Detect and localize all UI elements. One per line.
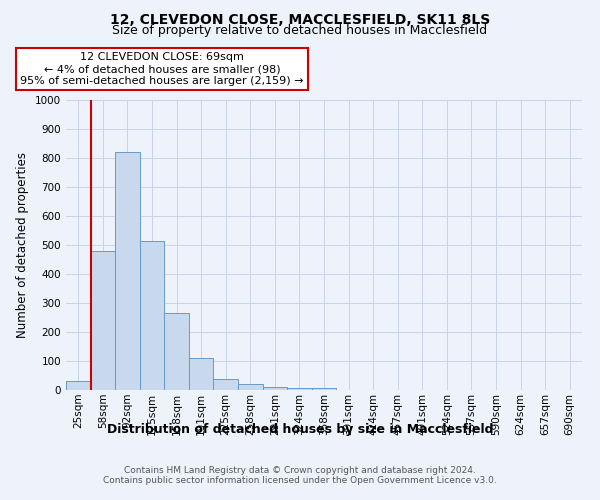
Bar bbox=[66, 382, 91, 390]
Y-axis label: Number of detached properties: Number of detached properties bbox=[16, 152, 29, 338]
Bar bbox=[263, 386, 287, 390]
Bar bbox=[189, 358, 214, 390]
Text: Size of property relative to detached houses in Macclesfield: Size of property relative to detached ho… bbox=[112, 24, 488, 37]
Text: Distribution of detached houses by size in Macclesfield: Distribution of detached houses by size … bbox=[107, 422, 493, 436]
Text: 12 CLEVEDON CLOSE: 69sqm
← 4% of detached houses are smaller (98)
95% of semi-de: 12 CLEVEDON CLOSE: 69sqm ← 4% of detache… bbox=[20, 52, 304, 86]
Bar bbox=[91, 251, 115, 390]
Text: Contains HM Land Registry data © Crown copyright and database right 2024.
Contai: Contains HM Land Registry data © Crown c… bbox=[103, 466, 497, 485]
Bar bbox=[287, 388, 312, 390]
Bar bbox=[164, 313, 189, 390]
Bar bbox=[238, 384, 263, 390]
Bar bbox=[115, 152, 140, 390]
Bar bbox=[214, 379, 238, 390]
Bar bbox=[140, 240, 164, 390]
Bar bbox=[312, 388, 336, 390]
Text: 12, CLEVEDON CLOSE, MACCLESFIELD, SK11 8LS: 12, CLEVEDON CLOSE, MACCLESFIELD, SK11 8… bbox=[110, 12, 490, 26]
